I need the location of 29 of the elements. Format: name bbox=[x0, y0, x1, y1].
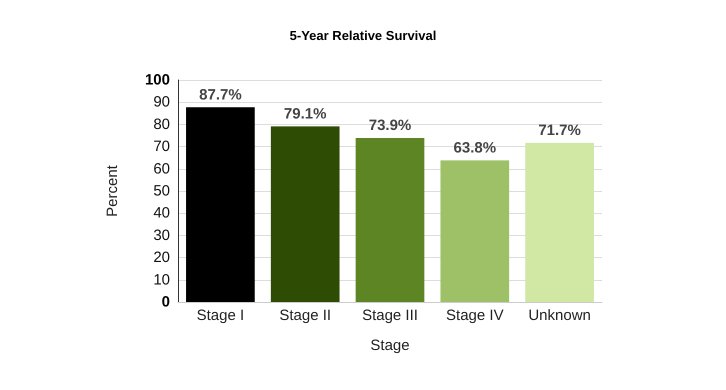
y-tick-label: 60 bbox=[153, 160, 170, 178]
x-tick-label: Stage IV bbox=[446, 307, 504, 324]
y-tick-label: 10 bbox=[153, 271, 170, 288]
data-label: 73.9% bbox=[368, 116, 412, 134]
y-tick-label: 0 bbox=[162, 294, 170, 310]
bar bbox=[525, 142, 594, 302]
y-tick-label: 40 bbox=[153, 204, 170, 222]
y-tick-label: 20 bbox=[153, 249, 170, 266]
y-tick-label: 50 bbox=[153, 182, 170, 200]
data-label: 71.7% bbox=[538, 122, 581, 139]
y-tick-label: 70 bbox=[153, 138, 170, 156]
bar bbox=[186, 107, 255, 302]
data-label: 87.7% bbox=[199, 86, 242, 104]
data-label: 63.8% bbox=[454, 139, 496, 156]
y-tick-label: 90 bbox=[153, 94, 170, 111]
bar bbox=[356, 138, 424, 302]
x-tick-label: Stage II bbox=[279, 307, 332, 324]
x-axis-title: Stage bbox=[370, 337, 410, 354]
x-tick-label: Unknown bbox=[528, 307, 591, 324]
x-tick-label: Stage III bbox=[362, 307, 418, 324]
bar bbox=[440, 160, 510, 302]
chart-title: 5-Year Relative Survival bbox=[290, 28, 436, 43]
y-tick-label: 30 bbox=[153, 226, 170, 244]
x-tick-label: Stage I bbox=[196, 307, 244, 324]
data-label: 79.1% bbox=[284, 105, 326, 122]
y-tick-label: 80 bbox=[153, 116, 170, 133]
bar bbox=[270, 126, 340, 302]
y-axis-title: Percent bbox=[104, 164, 121, 217]
y-tick-label: 100 bbox=[144, 72, 170, 88]
